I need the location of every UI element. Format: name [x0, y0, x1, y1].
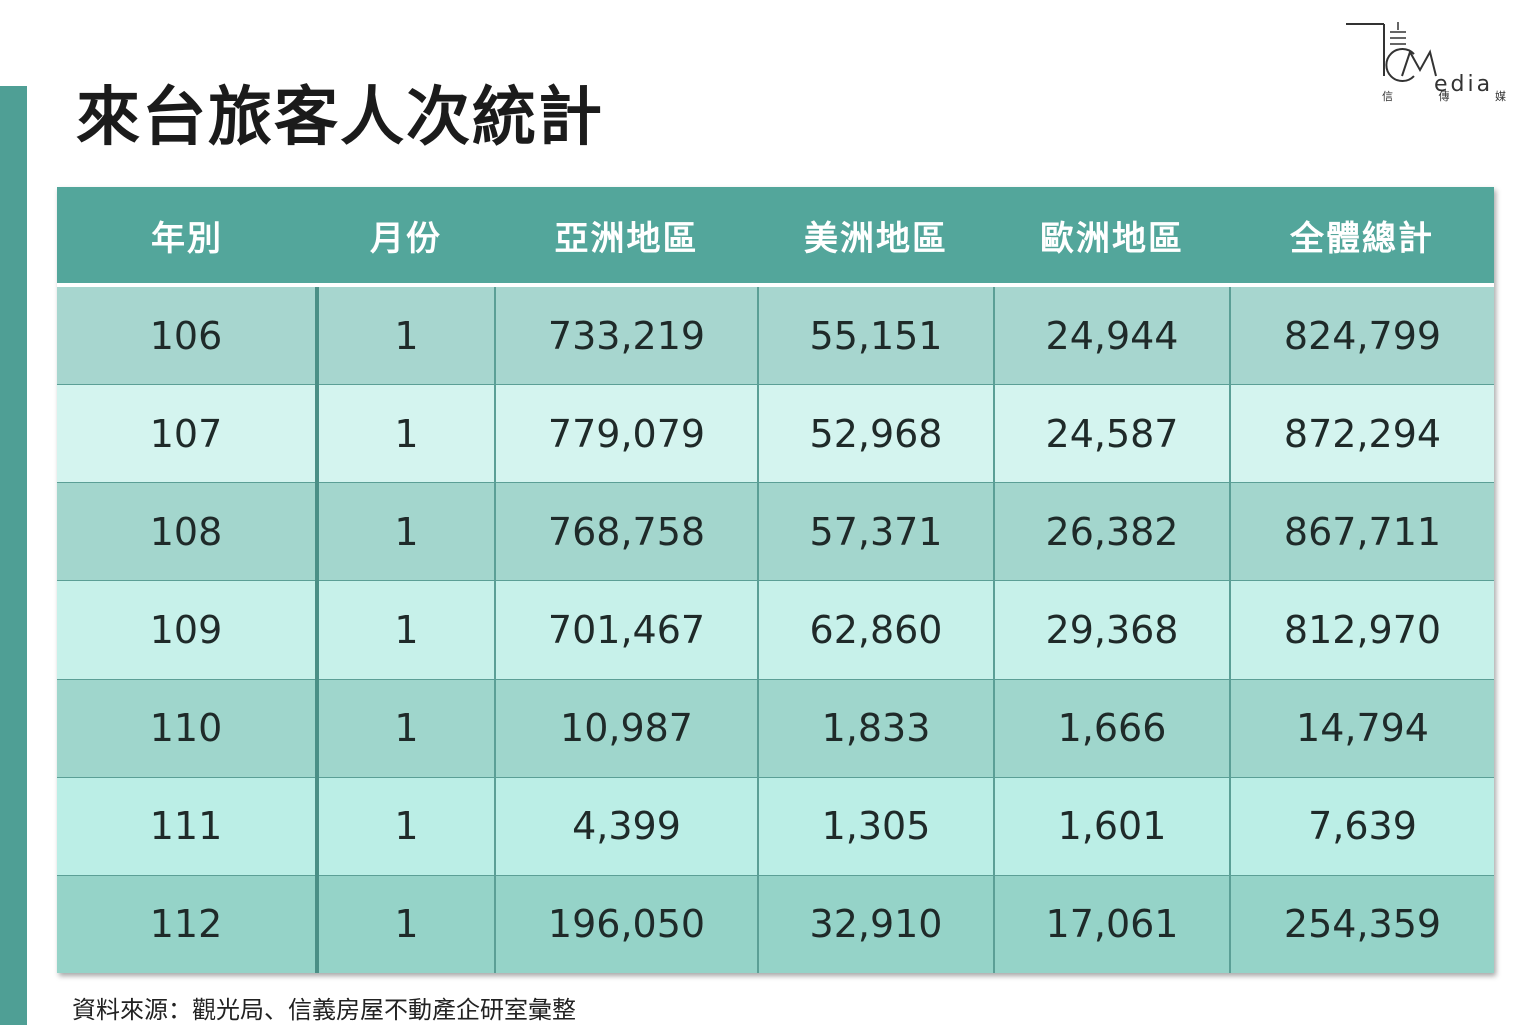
cell-europe: 24,944 [993, 284, 1230, 385]
cell-asia: 701,467 [494, 580, 758, 680]
cell-total: 254,359 [1229, 874, 1494, 973]
cell-total: 867,711 [1229, 482, 1494, 581]
logo-char: 媒 [1495, 90, 1506, 103]
page-title: 來台旅客人次統計 [76, 81, 604, 155]
cell-americas: 1,305 [757, 776, 994, 876]
cell-year: 106 [57, 284, 317, 385]
logo-char: 信 [1382, 90, 1393, 103]
visitor-stats-table: 年別 月份 亞洲地區 美洲地區 歐洲地區 全體總計 106 1 733,219 … [57, 187, 1494, 973]
cell-year: 107 [57, 384, 317, 483]
left-accent-bar [0, 86, 27, 1025]
cell-asia: 768,758 [494, 482, 758, 581]
table-row: 109 1 701,467 62,860 29,368 812,970 [57, 580, 1494, 680]
source-note: 資料來源：觀光局、信義房屋不動產企研室彙整 [72, 996, 576, 1024]
header-month: 月份 [317, 187, 495, 287]
cell-asia: 733,219 [494, 284, 758, 385]
cell-europe: 17,061 [993, 874, 1230, 973]
cell-total: 7,639 [1229, 776, 1494, 876]
logo-mark-icon [1346, 22, 1437, 82]
cell-month: 1 [315, 384, 495, 483]
cell-americas: 32,910 [757, 874, 994, 973]
logo: edia 信 傳 媒 [1344, 18, 1514, 110]
table-row: 111 1 4,399 1,305 1,601 7,639 [57, 776, 1494, 876]
cell-europe: 29,368 [993, 580, 1230, 680]
logo-subtitle: 信 傳 媒 [1382, 88, 1506, 104]
cell-total: 824,799 [1229, 284, 1494, 385]
cell-year: 108 [57, 482, 317, 581]
cell-americas: 1,833 [757, 678, 994, 778]
cell-europe: 1,601 [993, 776, 1230, 876]
cell-americas: 55,151 [757, 284, 994, 385]
header-asia: 亞洲地區 [495, 187, 758, 287]
stats-table-container: 年別 月份 亞洲地區 美洲地區 歐洲地區 全體總計 106 1 733,219 … [57, 187, 1494, 973]
cell-europe: 1,666 [993, 678, 1230, 778]
cell-month: 1 [315, 874, 495, 973]
cell-asia: 779,079 [494, 384, 758, 483]
cell-asia: 10,987 [494, 678, 758, 778]
cell-americas: 62,860 [757, 580, 994, 680]
cell-year: 111 [57, 776, 317, 876]
table-row: 108 1 768,758 57,371 26,382 867,711 [57, 482, 1494, 581]
logo-char: 傳 [1438, 90, 1450, 103]
cell-month: 1 [315, 776, 495, 876]
cell-month: 1 [315, 482, 495, 581]
cell-europe: 26,382 [993, 482, 1230, 581]
cell-month: 1 [315, 678, 495, 778]
cell-total: 812,970 [1229, 580, 1494, 680]
header-total: 全體總計 [1230, 187, 1494, 287]
cell-year: 112 [57, 874, 317, 973]
cell-total: 14,794 [1229, 678, 1494, 778]
cell-europe: 24,587 [993, 384, 1230, 483]
cell-total: 872,294 [1229, 384, 1494, 483]
header-europe: 歐洲地區 [994, 187, 1230, 287]
cell-americas: 52,968 [757, 384, 994, 483]
cell-month: 1 [315, 580, 495, 680]
cell-americas: 57,371 [757, 482, 994, 581]
table-row: 107 1 779,079 52,968 24,587 872,294 [57, 384, 1494, 483]
cell-month: 1 [315, 284, 495, 385]
cell-asia: 196,050 [494, 874, 758, 973]
table-row: 112 1 196,050 32,910 17,061 254,359 [57, 874, 1494, 973]
header-americas: 美洲地區 [758, 187, 994, 287]
table-row: 106 1 733,219 55,151 24,944 824,799 [57, 284, 1494, 385]
logo-word: edia [1434, 72, 1494, 97]
cell-year: 110 [57, 678, 317, 778]
cell-year: 109 [57, 580, 317, 680]
header-year: 年別 [57, 187, 317, 287]
table-row: 110 1 10,987 1,833 1,666 14,794 [57, 678, 1494, 778]
table-header-row: 年別 月份 亞洲地區 美洲地區 歐洲地區 全體總計 [57, 187, 1494, 287]
cell-asia: 4,399 [494, 776, 758, 876]
